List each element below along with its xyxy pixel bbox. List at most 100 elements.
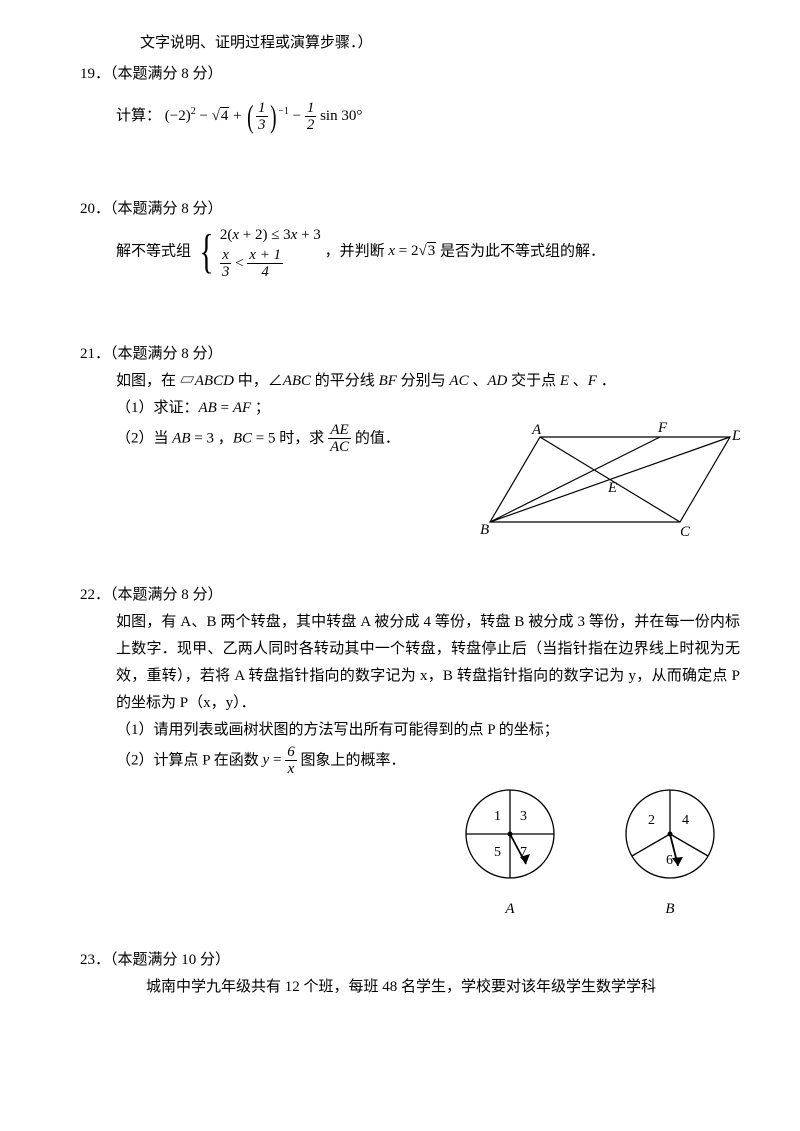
q21-l1c: 中，∠ — [234, 373, 283, 389]
q20-r2-f1d: 3 — [220, 264, 232, 281]
q19-term3-exp: −1 — [278, 106, 289, 117]
question-23: 23．（本题满分 10 分） 城南中学九年级共有 12 个班，每班 48 名学生… — [80, 947, 740, 1001]
q20-system: { 2(x + 2) ≤ 3x + 3 x3 < x + 14 — [195, 223, 321, 281]
q21-fn: AE — [328, 422, 351, 440]
q21-l2c: = — [217, 400, 233, 416]
q21-l1b: ABCD — [195, 373, 234, 389]
spa-n3: 5 — [494, 845, 501, 860]
spa-n1: 1 — [494, 809, 501, 824]
q19-term2-rad: 4 — [220, 107, 230, 124]
q21-l1o: ． — [597, 373, 616, 389]
q20-r1-b: + 2) ≤ 3 — [239, 227, 291, 243]
q19-t4-den: 2 — [305, 117, 317, 134]
q21-l1h: AC — [449, 373, 468, 389]
q21-l2d: AF — [233, 400, 251, 416]
q22-p3b: 图象上的概率． — [300, 752, 405, 768]
q21-l1d: ABC — [283, 373, 311, 389]
q21-l2b: AB — [199, 400, 217, 416]
q21-line2: （1）求证：AB = AF ； — [116, 395, 740, 422]
spb-n1: 2 — [648, 813, 655, 828]
q20-r1-c: + 3 — [297, 227, 320, 243]
q22-para1: 如图，有 A、B 两个转盘，其中转盘 A 被分成 4 等份，转盘 B 被分成 3… — [116, 609, 740, 717]
q20-r2-f2d: 4 — [247, 264, 283, 281]
q20-r2-lt: < — [235, 255, 247, 271]
q22-p3a: （2）计算点 P 在函数 — [116, 752, 263, 768]
q21-l1j: AD — [487, 373, 507, 389]
q20-r2-frac1: x3 — [220, 247, 232, 281]
question-20: 20．（本题满分 8 分） 解不等式组 { 2(x + 2) ≤ 3x + 3 … — [80, 196, 740, 281]
q21-l1k: 交于点 — [507, 373, 560, 389]
q21-label-f: F — [657, 422, 668, 436]
q19-number: 19． — [80, 66, 110, 82]
q19-expression: (−2)2 − 4 + (13)−1 − 12 sin 30° — [165, 108, 363, 124]
q20-tail3: 是否为此不等式组的解． — [440, 243, 605, 259]
q20-r1-x1: x — [232, 227, 239, 243]
q22-p3-eq: = — [269, 752, 285, 768]
spinner-b: 2 4 6 — [620, 784, 720, 884]
q21-label-c: C — [680, 524, 691, 540]
q19-term1-exp: 2 — [191, 106, 196, 117]
question-19: 19．（本题满分 8 分） 计算： (−2)2 − 4 + (13)−1 − 1… — [80, 61, 740, 146]
q22-p3-frac: 6x — [285, 744, 297, 778]
q20-r2-f2n: x + 1 — [247, 247, 283, 265]
question-22: 22．（本题满分 8 分） 如图，有 A、B 两个转盘，其中转盘 A 被分成 4… — [80, 582, 740, 923]
q21-label-b: B — [480, 522, 489, 538]
q22-p3-fn: 6 — [285, 744, 297, 762]
q21-points: （本题满分 8 分） — [110, 346, 223, 362]
spinner-row: 1 3 5 7 A 2 4 6 — [116, 784, 740, 923]
q21-l2e: ； — [251, 400, 270, 416]
q21-l3c: = 3 ， — [191, 430, 233, 446]
q21-l3d: BC — [233, 430, 252, 446]
q21-l1n: F — [588, 373, 597, 389]
q19-term3-frac: 13 — [256, 100, 268, 134]
q21-l1a: 如图，在 ▱ — [116, 373, 195, 389]
q19-term1-base: (−2) — [165, 108, 191, 124]
q19-t4-num: 1 — [305, 100, 317, 118]
parallelogram-figure: A F D B C E — [480, 422, 740, 542]
sqrt-icon: 3 — [418, 238, 436, 265]
q21-number: 21． — [80, 346, 110, 362]
spinner-a-label: A — [460, 896, 560, 923]
q21-label-d: D — [731, 428, 740, 444]
spb-n2: 4 — [682, 813, 689, 828]
q19-term4-frac: 12 — [305, 100, 317, 134]
spa-n2: 3 — [520, 809, 527, 824]
question-21: 21．（本题满分 8 分） 如图，在 ▱ABCD 中，∠ABC 的平分线 BF … — [80, 341, 740, 542]
q21-l3e: = 5 时，求 — [252, 430, 328, 446]
q21-l1m: 、 — [569, 373, 588, 389]
spb-n3: 6 — [666, 853, 673, 868]
intro-text: 文字说明、证明过程或演算步骤．） — [140, 30, 740, 57]
q22-para2: （1）请用列表或画树状图的方法写出所有可能得到的点 P 的坐标； — [116, 717, 740, 744]
q20-label: 解不等式组 — [116, 243, 191, 259]
q23-body: 城南中学九年级共有 12 个班，每班 48 名学生，学校要对该年级学生数学学科 — [116, 974, 740, 1001]
q21-l3a: （2）当 — [116, 430, 172, 446]
q21-frac: AEAC — [328, 422, 351, 456]
q21-l3b: AB — [172, 430, 190, 446]
q23-points: （本题满分 10 分） — [110, 952, 230, 968]
q20-tail-rad: 3 — [427, 242, 437, 259]
q20-number: 20． — [80, 201, 110, 217]
q19-t3-num: 1 — [256, 100, 268, 118]
q20-r2-frac2: x + 14 — [247, 247, 283, 281]
q21-l1l: E — [560, 373, 569, 389]
q22-number: 22． — [80, 587, 110, 603]
q21-l3f: 的值． — [355, 430, 400, 446]
q21-label-e: E — [607, 480, 617, 496]
spinner-a: 1 3 5 7 — [460, 784, 560, 884]
q20-tail-x: x — [388, 243, 395, 259]
q20-tail-2: = 2 — [395, 243, 418, 259]
q21-fd: AC — [328, 439, 351, 456]
q20-r2-f1n: x — [220, 247, 232, 265]
q22-p3-fd: x — [285, 761, 297, 778]
q21-l2a: （1）求证： — [116, 400, 199, 416]
q21-l1f: BF — [379, 373, 397, 389]
q20-points: （本题满分 8 分） — [110, 201, 223, 217]
spa-n4: 7 — [520, 845, 527, 860]
q19-calc-label: 计算： — [116, 108, 161, 124]
q20-tail1: ，并判断 — [325, 243, 389, 259]
q21-label-a: A — [531, 422, 542, 438]
q20-r1-a: 2( — [220, 227, 233, 243]
q19-t3-den: 3 — [256, 117, 268, 134]
q21-line1: 如图，在 ▱ABCD 中，∠ABC 的平分线 BF 分别与 AC 、AD 交于点… — [116, 368, 740, 395]
q19-term5: sin 30° — [320, 108, 362, 124]
